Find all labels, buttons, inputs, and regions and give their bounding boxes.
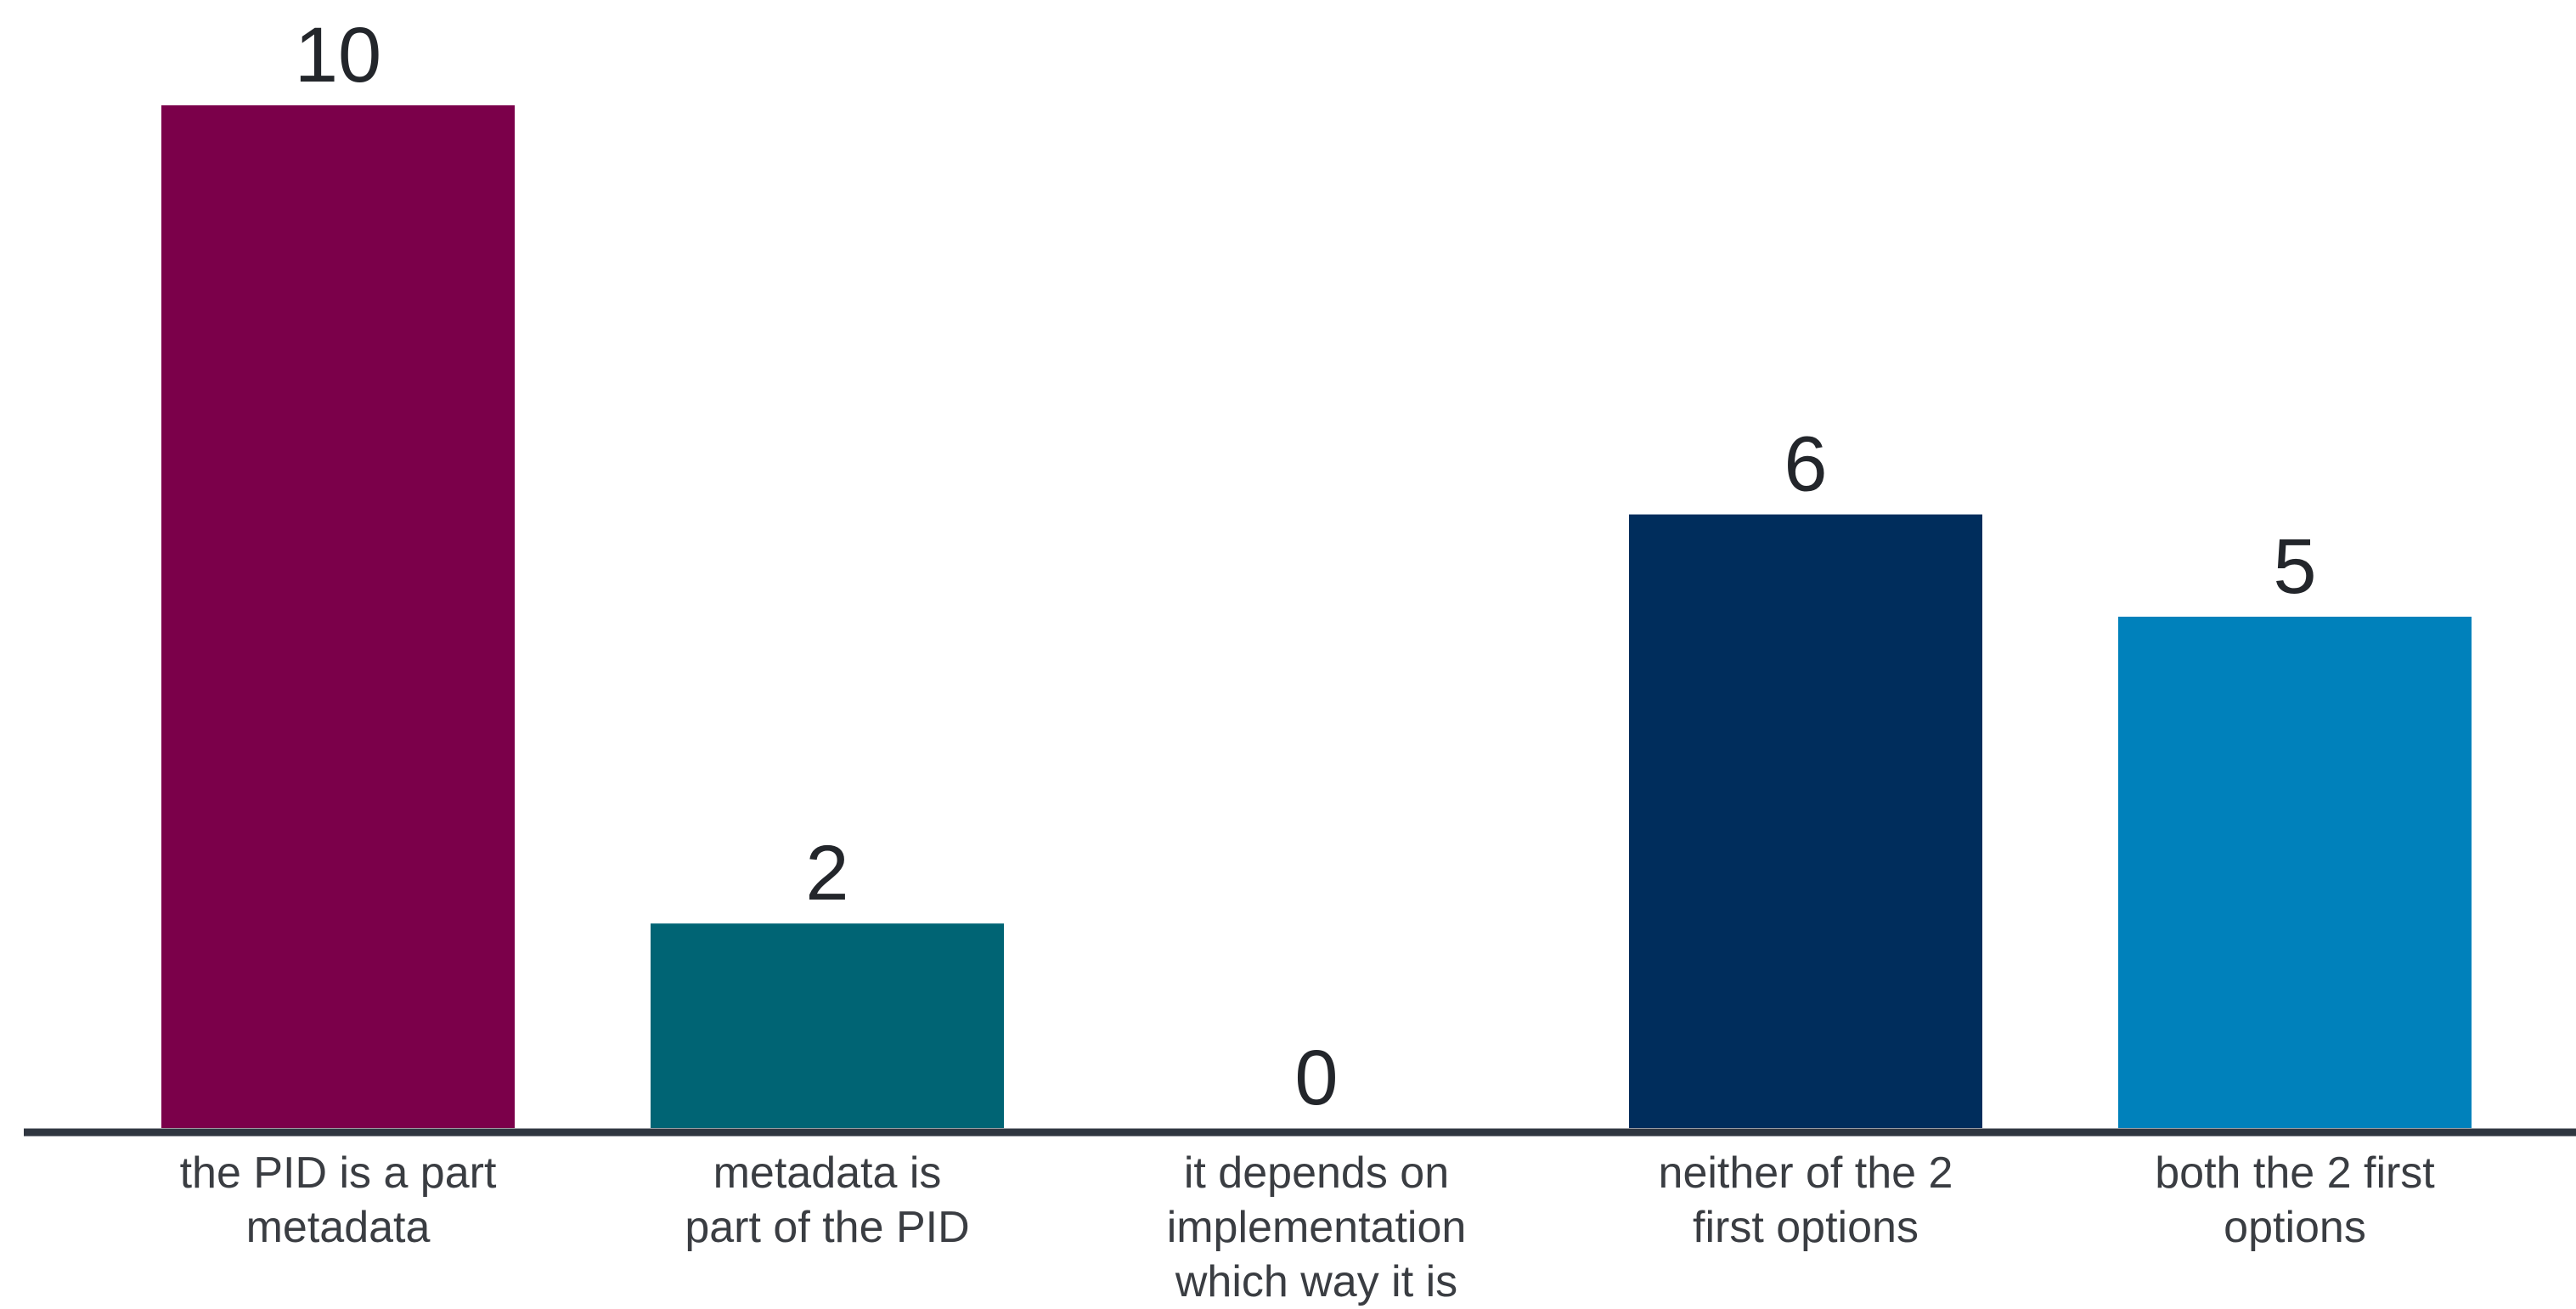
- category-label-3-line-1: first options: [1693, 1203, 1919, 1252]
- bar-1: [651, 923, 1004, 1128]
- category-labels-group: the PID is a part metadata metadata is part…: [180, 1148, 2436, 1306]
- bar-4: [2118, 617, 2472, 1128]
- category-label-2-line-2: which way it is: [1175, 1257, 1457, 1306]
- category-label-2-line-0: it depends on: [1184, 1148, 1449, 1198]
- value-label-4: 5: [2273, 523, 2316, 610]
- category-label-3-line-0: neither of the 2: [1659, 1148, 1953, 1198]
- category-label-4-line-0: both the 2 first: [2155, 1148, 2435, 1198]
- bar-3: [1629, 514, 1982, 1128]
- value-label-2: 0: [1294, 1035, 1338, 1121]
- category-label-2-line-1: implementation: [1167, 1203, 1467, 1252]
- category-label-1-line-0: metadata is: [713, 1148, 942, 1198]
- category-label-0-line-1: metadata: [246, 1203, 431, 1252]
- bars-group: [161, 105, 2472, 1128]
- bar-0: [161, 105, 515, 1128]
- category-label-0-line-0: the PID is a part: [180, 1148, 497, 1198]
- value-labels-group: 10 2 0 6 5: [295, 12, 2317, 1121]
- value-label-3: 6: [1784, 421, 1827, 508]
- category-label-1-line-1: part of the PID: [685, 1203, 969, 1252]
- value-label-1: 2: [805, 830, 848, 917]
- category-label-4-line-1: options: [2224, 1203, 2366, 1252]
- value-label-0: 10: [295, 12, 381, 99]
